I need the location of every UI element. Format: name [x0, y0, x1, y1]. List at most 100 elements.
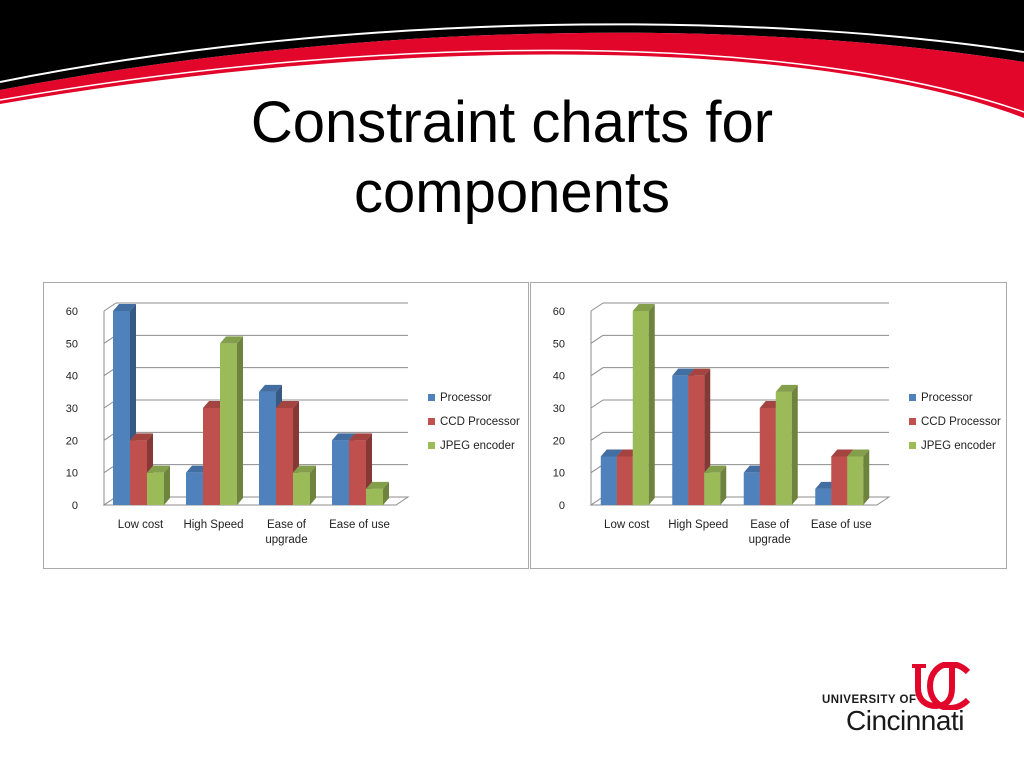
- bar-front: [688, 375, 705, 505]
- bar-side: [237, 336, 243, 505]
- gridline-side: [103, 302, 117, 312]
- y-tick-label: 20: [553, 435, 565, 447]
- bar-side: [648, 304, 655, 505]
- bar-top: [366, 481, 389, 489]
- bar-top: [704, 465, 727, 473]
- bar-top: [688, 368, 711, 376]
- legend-swatch: [909, 418, 916, 425]
- bar-top: [349, 433, 372, 441]
- x-tick-label: High Speed: [668, 519, 728, 531]
- legend-swatch: [428, 418, 435, 425]
- x-tick-label-line: Ease of use: [811, 519, 872, 531]
- bar-front: [130, 440, 147, 505]
- bar-front: [632, 311, 649, 505]
- x-tick-label-line: Low cost: [604, 519, 650, 531]
- legend-swatch: [428, 394, 435, 401]
- gridline-side: [590, 431, 604, 441]
- bar-front: [759, 408, 776, 505]
- x-tick-label-line: Ease of: [267, 519, 307, 531]
- bar-front: [349, 440, 366, 505]
- x-tick-label-line: High Speed: [183, 519, 243, 531]
- y-tick-label: 40: [553, 371, 565, 383]
- x-tick-label: Ease of use: [329, 519, 390, 531]
- header-red-swoosh: [0, 32, 1024, 119]
- bar-top: [600, 449, 623, 457]
- bar-front: [186, 472, 203, 505]
- header-white-line: [0, 23, 1024, 83]
- y-tick-label: 0: [559, 500, 565, 512]
- x-tick-label: Ease of upgrade: [265, 519, 307, 546]
- bar-top: [276, 401, 299, 408]
- bar-front: [366, 488, 383, 505]
- y-tick-label: 30: [553, 403, 565, 415]
- bar-front: [704, 472, 721, 505]
- bar-top: [220, 336, 243, 344]
- uc-monogram-icon: [912, 662, 971, 710]
- legend-label: JPEG encoder: [921, 440, 996, 452]
- bar-side: [164, 465, 170, 505]
- y-tick-label: 10: [66, 468, 78, 480]
- bar-top: [672, 368, 695, 376]
- bar-front: [276, 408, 293, 505]
- bar-front: [293, 472, 310, 505]
- chart-panel-right: 0 10 20 30 40 50 60 Low cost High Speed Ease of up…: [530, 282, 1007, 569]
- bar-top: [332, 433, 355, 441]
- bar-front: [220, 343, 237, 505]
- x-tick-label: Low cost: [604, 519, 650, 531]
- bar-front: [600, 456, 617, 505]
- bar-side: [863, 449, 870, 505]
- slide-title-line-1: Constraint charts for: [250, 90, 774, 155]
- bar-top: [130, 433, 153, 441]
- legend-label: CCD Processor: [440, 416, 520, 428]
- y-tick-label: 10: [553, 468, 565, 480]
- bar-side: [791, 384, 798, 505]
- bar-side: [720, 465, 727, 505]
- bar-top: [147, 465, 170, 473]
- x-tick-label-line: Ease of: [750, 519, 790, 531]
- x-tick-label: Ease of upgrade: [749, 519, 791, 546]
- bar-front: [616, 456, 633, 505]
- bar-side: [383, 481, 389, 505]
- y-tick-label: 60: [553, 306, 565, 318]
- x-tick-label: Ease of use: [811, 519, 872, 531]
- bar-side: [310, 465, 316, 505]
- gridline-side: [590, 302, 604, 312]
- bar-chart-right: 0 10 20 30 40 50 60 Low cost High Speed Ease of up…: [553, 302, 1001, 546]
- legend-label: Processor: [440, 392, 492, 404]
- y-tick-label: 50: [553, 338, 565, 350]
- university-logo: UNIVERSITY OF Cincinnati: [820, 662, 990, 742]
- bar-top: [775, 384, 798, 392]
- bar-top: [847, 449, 870, 457]
- logo-text-cincinnati: Cincinnati: [846, 705, 964, 736]
- legend-label: Processor: [921, 392, 973, 404]
- y-tick-label: 60: [66, 306, 78, 318]
- x-tick-label-line: Low cost: [118, 519, 164, 531]
- header-swoosh: [0, 0, 1024, 119]
- slide-title-line-2: components: [354, 160, 670, 225]
- bar-front: [259, 391, 276, 505]
- header-black-band: [0, 0, 1024, 90]
- bar-chart-left: 0 10 20 30 40 50 60 Low cost High Speed Ease of up…: [66, 302, 520, 546]
- bar-front: [831, 456, 848, 505]
- bar-front: [203, 408, 220, 505]
- legend-swatch: [909, 394, 916, 401]
- bar-front: [775, 391, 792, 505]
- legend-swatch: [428, 442, 435, 449]
- y-tick-label: 30: [66, 403, 78, 415]
- bar-front: [113, 311, 130, 505]
- legend-label: JPEG encoder: [440, 440, 515, 452]
- y-tick-label: 40: [66, 371, 78, 383]
- y-tick-label: 20: [66, 435, 78, 447]
- x-tick-label-line: High Speed: [668, 519, 728, 531]
- bar-top: [113, 304, 136, 311]
- gridline-side: [590, 367, 604, 377]
- logo-text-university-of: UNIVERSITY OF: [822, 694, 917, 706]
- chart-panel-left: 0 10 20 30 40 50 60 Low cost High Speed Ease of up…: [43, 282, 529, 569]
- gridline-side: [590, 399, 604, 409]
- bar-top: [632, 304, 655, 311]
- legend-swatch: [909, 442, 916, 449]
- bar-front: [743, 472, 760, 505]
- bar-front: [815, 488, 832, 505]
- bar-front: [672, 375, 689, 505]
- y-tick-label: 50: [66, 338, 78, 350]
